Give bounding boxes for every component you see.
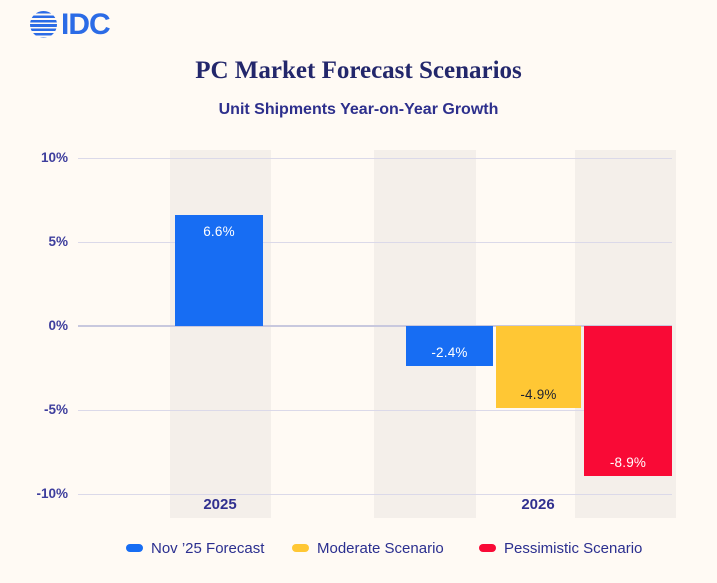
y-axis-label-neg10pct: -10% [36,486,68,501]
bar-value-label: -4.9% [520,387,557,403]
legend-item-nov-25-forecast: Nov ’25 Forecast [126,538,264,558]
y-axis-label-neg5pct: -5% [43,402,68,417]
idc-globe-icon [30,11,57,38]
gridline-neg5pct [78,409,672,411]
idc-logo: IDC [30,8,111,41]
legend-swatch-yellow [292,544,309,552]
bar-2026-moderate-scenario: -4.9% [496,326,581,409]
bar-2026-nov-forecast: -2.4% [406,326,493,367]
bar-2025-nov-forecast: 6.6% [175,215,263,326]
gridline-10pct [78,157,672,159]
legend-item-pessimistic-scenario: Pessimistic Scenario [479,538,642,558]
y-axis-label-0pct: 0% [48,318,68,333]
gridline-5pct [78,241,672,243]
column-band-2025 [170,150,271,518]
legend-swatch-blue [126,544,143,552]
bar-value-label: -2.4% [431,345,468,361]
chart-legend: Nov ’25 Forecast Moderate Scenario Pessi… [0,538,717,560]
legend-label: Moderate Scenario [317,539,444,557]
bar-2026-pessimistic-scenario: -8.9% [584,326,672,476]
legend-label: Pessimistic Scenario [504,539,643,557]
x-axis-label-2025: 2025 [203,496,237,513]
bar-value-label: 6.6% [203,224,235,240]
chart-subtitle: Unit Shipments Year-on-Year Growth [218,101,499,118]
legend-swatch-red [479,544,496,552]
y-axis-label-10pct: 10% [40,150,68,165]
idc-logo-text: IDC [61,8,111,41]
chart-title: PC Market Forecast Scenarios [195,57,522,84]
gridline-neg10pct [78,493,672,495]
x-axis-label-2026: 2026 [521,496,555,513]
bar-value-label: -8.9% [609,454,647,470]
y-axis-label-5pct: 5% [48,234,68,249]
legend-item-moderate-scenario: Moderate Scenario [292,538,444,558]
legend-label: Nov ’25 Forecast [151,539,265,557]
gridline-0pct [78,325,672,327]
